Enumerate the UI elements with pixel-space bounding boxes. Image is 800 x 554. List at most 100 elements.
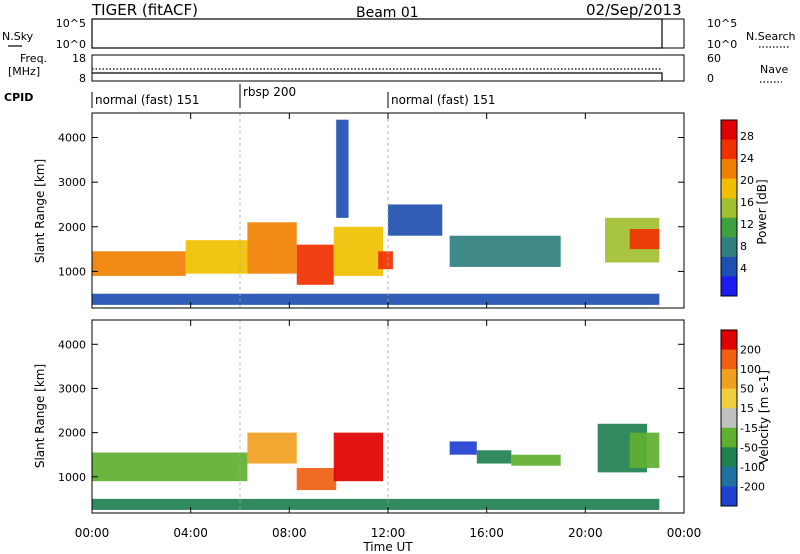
cpid-bar: normal (fast) 151 rbsp 200 normal (fast) 1… xyxy=(91,84,495,108)
cpid-segment-label: normal (fast) 151 xyxy=(95,93,199,107)
freq-frame xyxy=(91,54,685,82)
colorbar-swatch xyxy=(721,217,737,238)
colorbar-frame xyxy=(720,329,738,507)
colorbar-tick-label: 15 xyxy=(740,402,754,415)
x-tick-label: 16:00 xyxy=(469,526,504,540)
colorbar-tick-label: 28 xyxy=(740,130,754,143)
y-tick-label: 1000 xyxy=(58,265,86,278)
nave-right-tick: 0 xyxy=(707,72,714,85)
velocity-y-axis: 1000 2000 3000 4000 xyxy=(58,338,684,484)
nsky-frame xyxy=(91,18,685,49)
nsky-right-tick: 10^5 xyxy=(707,17,737,30)
y-tick-label: 4000 xyxy=(58,132,86,145)
colorbar-tick-label: 200 xyxy=(740,344,761,357)
y-tick-label: 3000 xyxy=(58,382,86,395)
velocity-colorbar-label: Velocity [m s-1] xyxy=(757,370,771,464)
nave-label: Nave xyxy=(760,63,788,76)
x-tick-label: 12:00 xyxy=(371,526,406,540)
colorbar-tick-label: 20 xyxy=(740,174,754,187)
heatmap-cell xyxy=(92,452,248,482)
colorbar-swatch xyxy=(721,408,737,429)
power-colorbar-label: Power [dB] xyxy=(755,179,769,244)
power-colorbar: 4 8 12 16 20 24 28 xyxy=(720,119,754,297)
heatmap-cell xyxy=(511,454,561,466)
heatmap-cell xyxy=(629,432,660,468)
heatmap-cell xyxy=(449,441,477,455)
heatmap-cell xyxy=(449,235,561,267)
heatmap-cell xyxy=(476,450,512,464)
nsky-label: N.Sky xyxy=(2,30,34,43)
x-tick-label: 00:00 xyxy=(75,526,110,540)
heatmap-cell xyxy=(247,222,297,274)
nsky-panel: N.Sky 10^5 10^0 10^5 10^0 N.Search xyxy=(2,17,796,51)
cpid-segment-label: rbsp 200 xyxy=(243,85,296,99)
colorbar-swatch xyxy=(721,276,737,297)
heatmap-cell xyxy=(629,229,660,250)
heatmap-cell xyxy=(247,432,297,464)
heatmap-cell xyxy=(336,119,349,218)
colorbar-swatch xyxy=(721,178,737,199)
heatmap-cell xyxy=(92,498,660,510)
colorbar-tick-label: -15 xyxy=(740,422,758,435)
freq-left-tick: 18 xyxy=(72,52,86,65)
power-ylabel: Slant Range [km] xyxy=(33,159,47,263)
velocity-panel: 1000 2000 3000 4000 Slant Range [km] xyxy=(33,319,685,514)
time-axis: 00:00 04:00 08:00 12:00 16:00 20:00 00:00 xyxy=(75,113,702,540)
x-tick-label: 00:00 xyxy=(667,526,702,540)
colorbar-tick-label: 100 xyxy=(740,363,761,376)
heatmap-cell xyxy=(333,226,384,276)
freq-label: Freq. xyxy=(20,52,47,65)
heatmap-cell xyxy=(92,293,660,305)
x-tick-label: 08:00 xyxy=(272,526,307,540)
colorbar-tick-label: -200 xyxy=(740,480,765,493)
heatmap-cell xyxy=(333,432,384,482)
colorbar-swatch xyxy=(721,388,737,409)
y-tick-label: 2000 xyxy=(58,427,86,440)
x-tick-label: 04:00 xyxy=(173,526,208,540)
freq-unit: [MHz] xyxy=(8,65,40,78)
colorbar-swatch xyxy=(721,256,737,277)
heatmap-cell xyxy=(378,251,393,270)
heatmap-cell xyxy=(296,244,334,285)
date-label: 02/Sep/2013 xyxy=(586,1,682,19)
cpid-label: CPID xyxy=(4,91,33,104)
colorbar-frame xyxy=(720,119,738,297)
site-title: TIGER (fitACF) xyxy=(91,1,198,19)
heatmap-cell xyxy=(92,251,186,276)
freq-panel: Freq. [MHz] 18 8 60 0 Nave xyxy=(8,52,788,85)
colorbar-tick-label: 16 xyxy=(740,196,754,209)
colorbar-swatch xyxy=(721,486,737,507)
beam-label: Beam 01 xyxy=(356,5,419,21)
colorbar-swatch xyxy=(721,139,737,160)
heatmap-cell xyxy=(388,204,443,236)
colorbar-swatch xyxy=(721,198,737,219)
colorbar-tick-label: -100 xyxy=(740,461,765,474)
velocity-data xyxy=(92,320,660,513)
freq-left-tick: 8 xyxy=(79,72,86,85)
power-panel: 1000 2000 3000 4000 Slant Range [km] xyxy=(33,112,685,309)
y-tick-label: 4000 xyxy=(58,338,86,351)
colorbar-swatch xyxy=(721,466,737,487)
colorbar-swatch xyxy=(721,120,737,141)
nsky-left-tick: 10^0 xyxy=(56,38,86,51)
nsky-left-tick: 10^5 xyxy=(56,17,86,30)
time-axis-label: Time UT xyxy=(362,540,413,554)
colorbar-tick-label: 24 xyxy=(740,152,754,165)
colorbar-swatch xyxy=(721,159,737,180)
cpid-segment-label: normal (fast) 151 xyxy=(391,93,495,107)
velocity-ylabel: Slant Range [km] xyxy=(33,364,47,468)
y-tick-label: 1000 xyxy=(58,471,86,484)
x-tick-label: 20:00 xyxy=(568,526,603,540)
power-y-axis: 1000 2000 3000 4000 xyxy=(58,132,684,278)
y-tick-label: 2000 xyxy=(58,221,86,234)
colorbar-tick-label: -50 xyxy=(740,441,758,454)
heatmap-cell xyxy=(185,240,248,274)
freq-curve xyxy=(92,72,663,81)
velocity-colorbar: 200 100 50 15 -15 -50 -100 -200 xyxy=(720,329,765,507)
colorbar-swatch xyxy=(721,237,737,258)
nsearch-label: N.Search xyxy=(746,30,796,43)
nsky-right-tick: 10^0 xyxy=(707,38,737,51)
colorbar-tick-label: 8 xyxy=(740,240,747,253)
colorbar-tick-label: 12 xyxy=(740,218,754,231)
